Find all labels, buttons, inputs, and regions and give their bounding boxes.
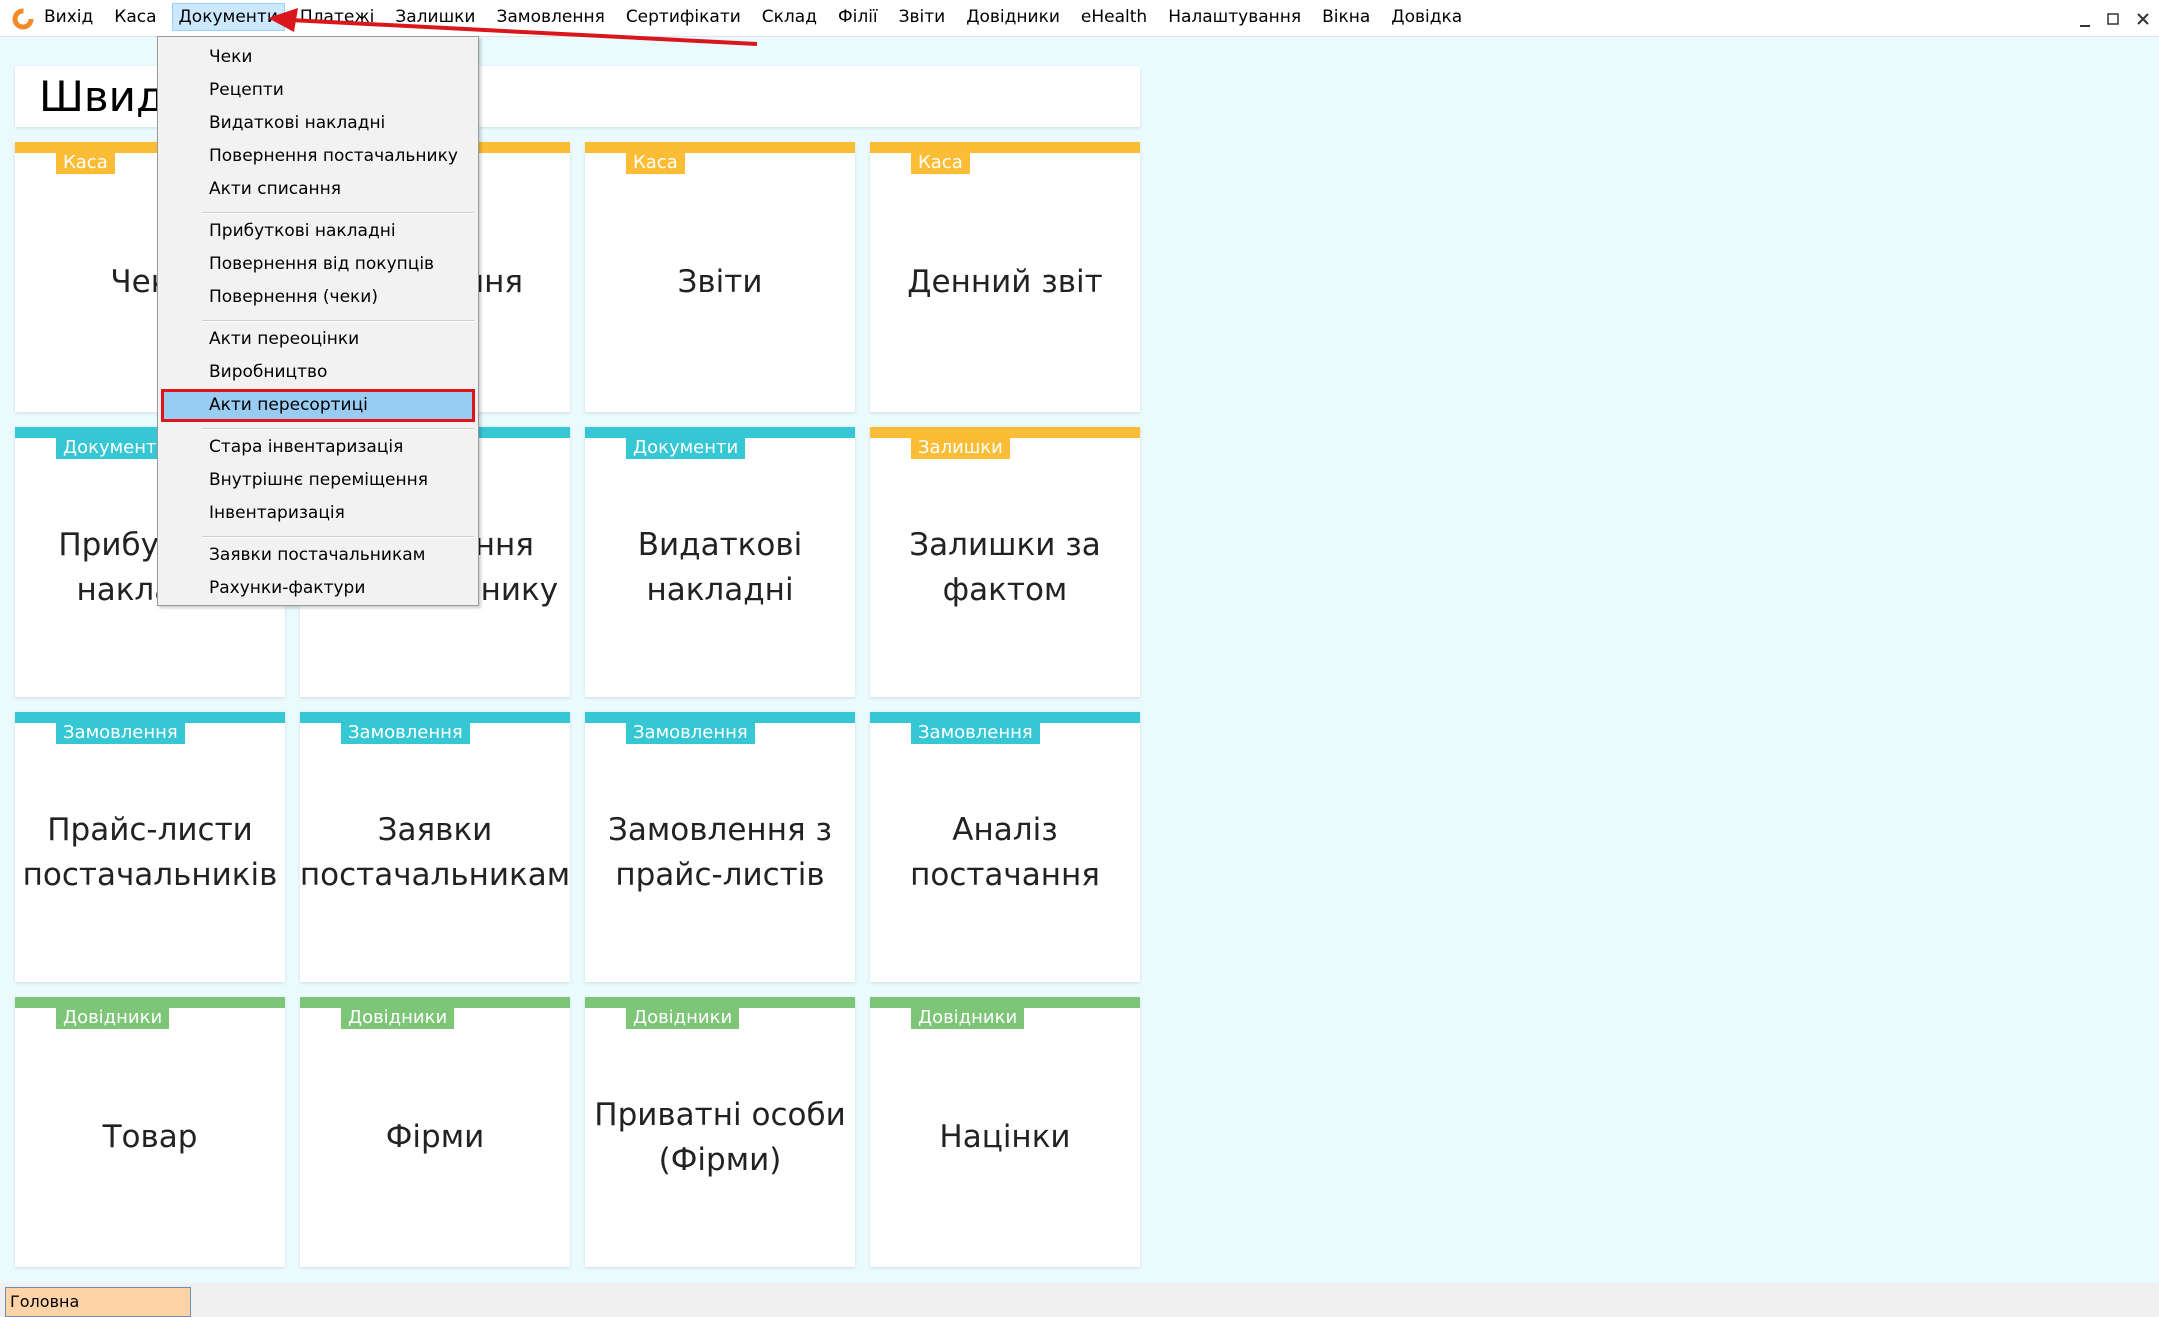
dropdown-item[interactable]: Заявки постачальникам — [209, 545, 426, 565]
menu-item[interactable]: Склад — [761, 7, 817, 27]
menu-item[interactable]: Замовлення — [496, 7, 605, 27]
tile[interactable]: Залишки Залишки за фактом — [870, 427, 1140, 697]
tile-stripe — [15, 997, 285, 1008]
tile-tag: Каса — [911, 151, 970, 174]
tile-label: Товар — [102, 1119, 198, 1155]
tile-tag: Замовлення — [626, 721, 755, 744]
status-bar: Головна — [0, 1283, 2159, 1317]
menu-item[interactable]: Каса — [114, 7, 157, 27]
tile-stripe — [300, 997, 570, 1008]
menu-item[interactable]: Налаштування — [1168, 7, 1302, 27]
tile[interactable]: Замовлення Аналіз постачання — [870, 712, 1140, 982]
tile-label: Звіти — [677, 264, 763, 300]
tile-tag: Замовлення — [56, 721, 185, 744]
arrow — [268, 8, 758, 46]
tile-tag: Замовлення — [341, 721, 470, 744]
tile-label: Прайс-листи постачальників — [22, 811, 278, 893]
tile-stripe — [585, 142, 855, 153]
menu-separator — [202, 428, 474, 430]
tile-stripe — [15, 142, 285, 153]
tile-stripe — [300, 712, 570, 723]
dropdown-item[interactable]: Внутрішнє переміщення — [209, 470, 428, 490]
tile-label: Замовлення з прайс-листів — [608, 811, 832, 893]
menu-item[interactable]: Звіти — [898, 7, 946, 27]
tile-label: Залишки за фактом — [909, 526, 1101, 608]
dropdown-item[interactable]: Повернення постачальнику — [209, 146, 458, 166]
tile-stripe — [870, 142, 1140, 153]
tile-tag: Довідники — [911, 1006, 1025, 1029]
menu-bar: Вихід Каса Документи Платежі Залишки Замовлен… — [0, 0, 2159, 37]
tile-stripe — [585, 997, 855, 1008]
dropdown-item[interactable]: Повернення від покупців — [209, 254, 435, 274]
tile-tag: Замовлення — [911, 721, 1040, 744]
tile[interactable]: Каса Денний звіт — [870, 142, 1140, 412]
tile-stripe — [585, 712, 855, 723]
tile-label: Денний звіт — [907, 264, 1103, 300]
tile-label: Видаткові накладні — [637, 526, 803, 608]
menu-separator — [202, 536, 474, 538]
tile-stripe — [870, 427, 1140, 438]
dropdown-item[interactable]: Акти переоцінки — [209, 329, 360, 349]
dropdown-item[interactable]: Видаткові накладні — [209, 113, 386, 133]
tile-tag: Каса — [56, 151, 115, 174]
tile[interactable]: Замовлення Прайс-листи постачальників — [15, 712, 285, 982]
tile-label: Заявки постачальникам — [299, 811, 571, 893]
dropdown-item[interactable]: Інвентаризація — [209, 503, 345, 523]
tile-stripe — [870, 997, 1140, 1008]
tile-label: Фірми — [385, 1119, 485, 1155]
menu-item[interactable]: Вихід — [44, 7, 94, 27]
tile[interactable]: Каса Звіти — [585, 142, 855, 412]
dropdown-item[interactable]: Виробництво — [209, 362, 328, 382]
menu-separator — [202, 320, 474, 322]
status-tab[interactable]: Головна — [5, 1287, 191, 1317]
menu-separator — [202, 212, 474, 214]
menu-item[interactable]: Філії — [837, 7, 878, 27]
tile-tag: Довідники — [341, 1006, 455, 1029]
tile[interactable]: Довідники Приватні особи (Фірми) — [585, 997, 855, 1267]
dropdown-item[interactable]: Чеки — [209, 47, 253, 67]
dropdown-item[interactable]: Прибуткові накладні — [209, 221, 396, 241]
tile[interactable]: Замовлення Замовлення з прайс-листів — [585, 712, 855, 982]
menu-item[interactable]: Вікна — [1322, 7, 1371, 27]
tile-stripe — [15, 712, 285, 723]
tile-stripe — [870, 712, 1140, 723]
tile[interactable]: Довідники Фірми — [300, 997, 570, 1267]
dropdown-item[interactable]: Акти списання — [209, 179, 341, 199]
dropdown-item[interactable]: Рецепти — [209, 80, 284, 100]
tile[interactable]: Документи Видаткові накладні — [585, 427, 855, 697]
dropdown-item[interactable]: Акти пересортиці — [161, 389, 475, 422]
menu-item[interactable]: Сертифікати — [625, 7, 741, 27]
tile-label: Аналіз постачання — [910, 811, 1100, 893]
menu-item[interactable]: Залишки — [395, 7, 476, 27]
dropdown-item[interactable]: Рахунки-фактури — [209, 578, 366, 598]
dropdown-item[interactable]: Повернення (чеки) — [209, 287, 378, 307]
menu-item[interactable]: eHealth — [1080, 7, 1148, 27]
dropdown-item[interactable]: Стара інвентаризація — [209, 437, 404, 457]
app-icon — [12, 8, 34, 30]
tile[interactable]: Замовлення Заявки постачальникам — [300, 712, 570, 982]
tile-tag: Довідники — [626, 1006, 740, 1029]
tile[interactable]: Довідники Націнки — [870, 997, 1140, 1267]
menu-item[interactable]: Довідка — [1391, 7, 1463, 27]
tile-tag: Каса — [626, 151, 685, 174]
tile-label: Націнки — [939, 1119, 1071, 1155]
tile-tag: Довідники — [56, 1006, 170, 1029]
dropdown-menu: Чеки Рецепти Видаткові накладні Повернення … — [157, 36, 479, 606]
tile-label: Приватні особи (Фірми) — [594, 1096, 846, 1178]
window-controls[interactable] — [2070, 4, 2159, 34]
tile-stripe — [15, 427, 285, 438]
tile-tag: Документи — [56, 436, 176, 459]
menu-item[interactable]: Документи — [171, 3, 285, 31]
tile[interactable]: Довідники Товар — [15, 997, 285, 1267]
tile-tag: Документи — [626, 436, 746, 459]
menu-item[interactable]: Довідники — [966, 7, 1060, 27]
tile-stripe — [585, 427, 855, 438]
tile-tag: Залишки — [911, 436, 1010, 459]
